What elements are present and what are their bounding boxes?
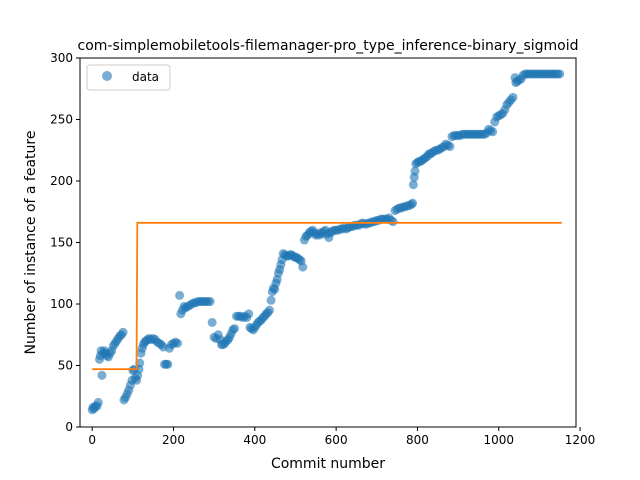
y-tick-label: 50 [58, 359, 73, 373]
x-tick-label: 800 [406, 433, 429, 447]
x-axis-label: Commit number [271, 456, 385, 472]
fit-line [92, 221, 562, 371]
data-point [555, 69, 565, 79]
fit-line-layer [92, 221, 562, 371]
x-tick-label: 1200 [565, 433, 596, 447]
legend: data [86, 64, 171, 91]
data-point [445, 142, 455, 152]
plot-area [87, 69, 565, 415]
data-point [244, 309, 254, 319]
data-point [175, 290, 185, 300]
x-tick-label: 600 [325, 433, 348, 447]
data-point [118, 327, 128, 337]
y-tick-label: 150 [50, 236, 73, 250]
data-point [266, 295, 276, 305]
data-point [205, 297, 215, 307]
y-tick-label: 200 [50, 174, 73, 188]
y-tick-label: 0 [65, 420, 73, 434]
y-tick-label: 250 [50, 113, 73, 127]
legend-marker [102, 71, 112, 81]
x-tick-label: 400 [243, 433, 266, 447]
x-tick-label: 0 [88, 433, 96, 447]
y-tick-label: 300 [50, 51, 73, 65]
data-point [97, 370, 107, 380]
data-point [207, 317, 217, 327]
x-axis-ticks: 0 200 400 600 800 1000 1200 [88, 427, 595, 447]
chart-title: com-simplemobiletools-filemanager-pro_ty… [78, 38, 579, 54]
data-point [508, 92, 518, 102]
x-tick-label: 1000 [483, 433, 514, 447]
data-point [408, 180, 418, 190]
x-tick-label: 200 [162, 433, 185, 447]
y-axis-ticks: 0 50 100 150 200 250 300 [50, 51, 80, 434]
data-point [408, 198, 418, 208]
data-point [173, 338, 183, 348]
data-point [298, 262, 308, 272]
data-point [93, 397, 103, 407]
data-point [229, 324, 239, 334]
data-point [163, 359, 173, 369]
data-point [135, 358, 145, 368]
y-axis-label: Number of instance of a feature [23, 131, 39, 355]
data-point [410, 166, 420, 176]
data-point [488, 127, 498, 137]
data-point [264, 305, 274, 315]
legend-label: data [132, 70, 159, 84]
data-layer [87, 69, 565, 415]
y-tick-label: 100 [50, 297, 73, 311]
data-point [388, 217, 398, 227]
